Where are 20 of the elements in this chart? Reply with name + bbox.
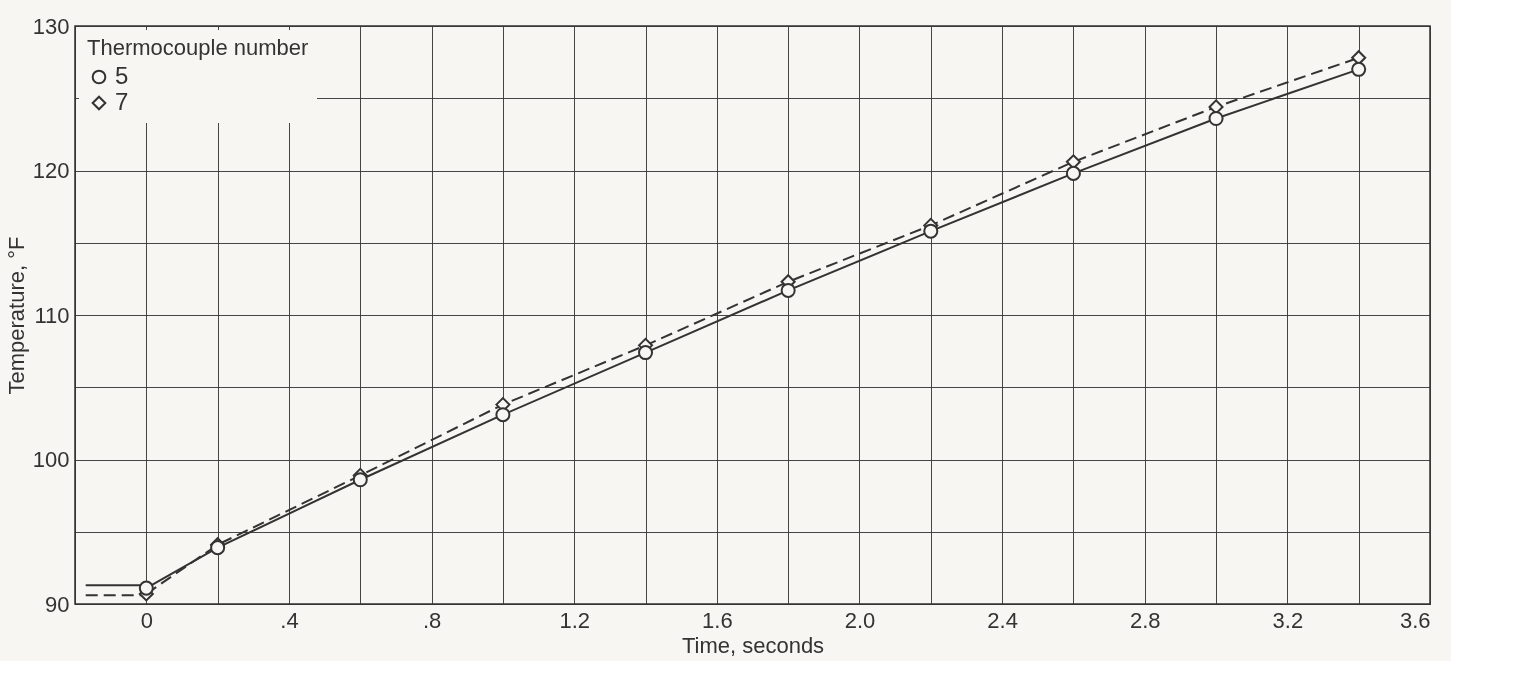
x-tick-label: 1.6 bbox=[702, 607, 733, 633]
x-tick-label: 1.2 bbox=[559, 607, 591, 633]
x-tick-label: 2.4 bbox=[987, 607, 1018, 633]
x-tick-label: 0 bbox=[140, 607, 153, 633]
legend-label: 7 bbox=[115, 88, 129, 115]
x-tick-label: 2.0 bbox=[844, 607, 876, 633]
y-tick-label: 130 bbox=[32, 13, 70, 39]
y-tick-label: 120 bbox=[32, 158, 70, 183]
y-tick-label: 110 bbox=[34, 302, 70, 328]
x-tick-label: .8 bbox=[422, 607, 442, 633]
y-tick-label: 100 bbox=[32, 447, 70, 472]
legend-label: 5 bbox=[115, 62, 129, 89]
x-tick-label: 3.6 bbox=[1399, 607, 1431, 633]
legend-title: Thermocouple number bbox=[87, 35, 309, 60]
y-axis-title: Temperature, °F bbox=[3, 236, 29, 395]
x-axis-title: Time, seconds bbox=[681, 632, 825, 658]
x-tick-label: .4 bbox=[280, 607, 299, 633]
x-tick-label: 3.2 bbox=[1272, 607, 1304, 633]
y-tick-label: 90 bbox=[45, 591, 70, 617]
x-tick-label: 2.8 bbox=[1129, 607, 1161, 633]
